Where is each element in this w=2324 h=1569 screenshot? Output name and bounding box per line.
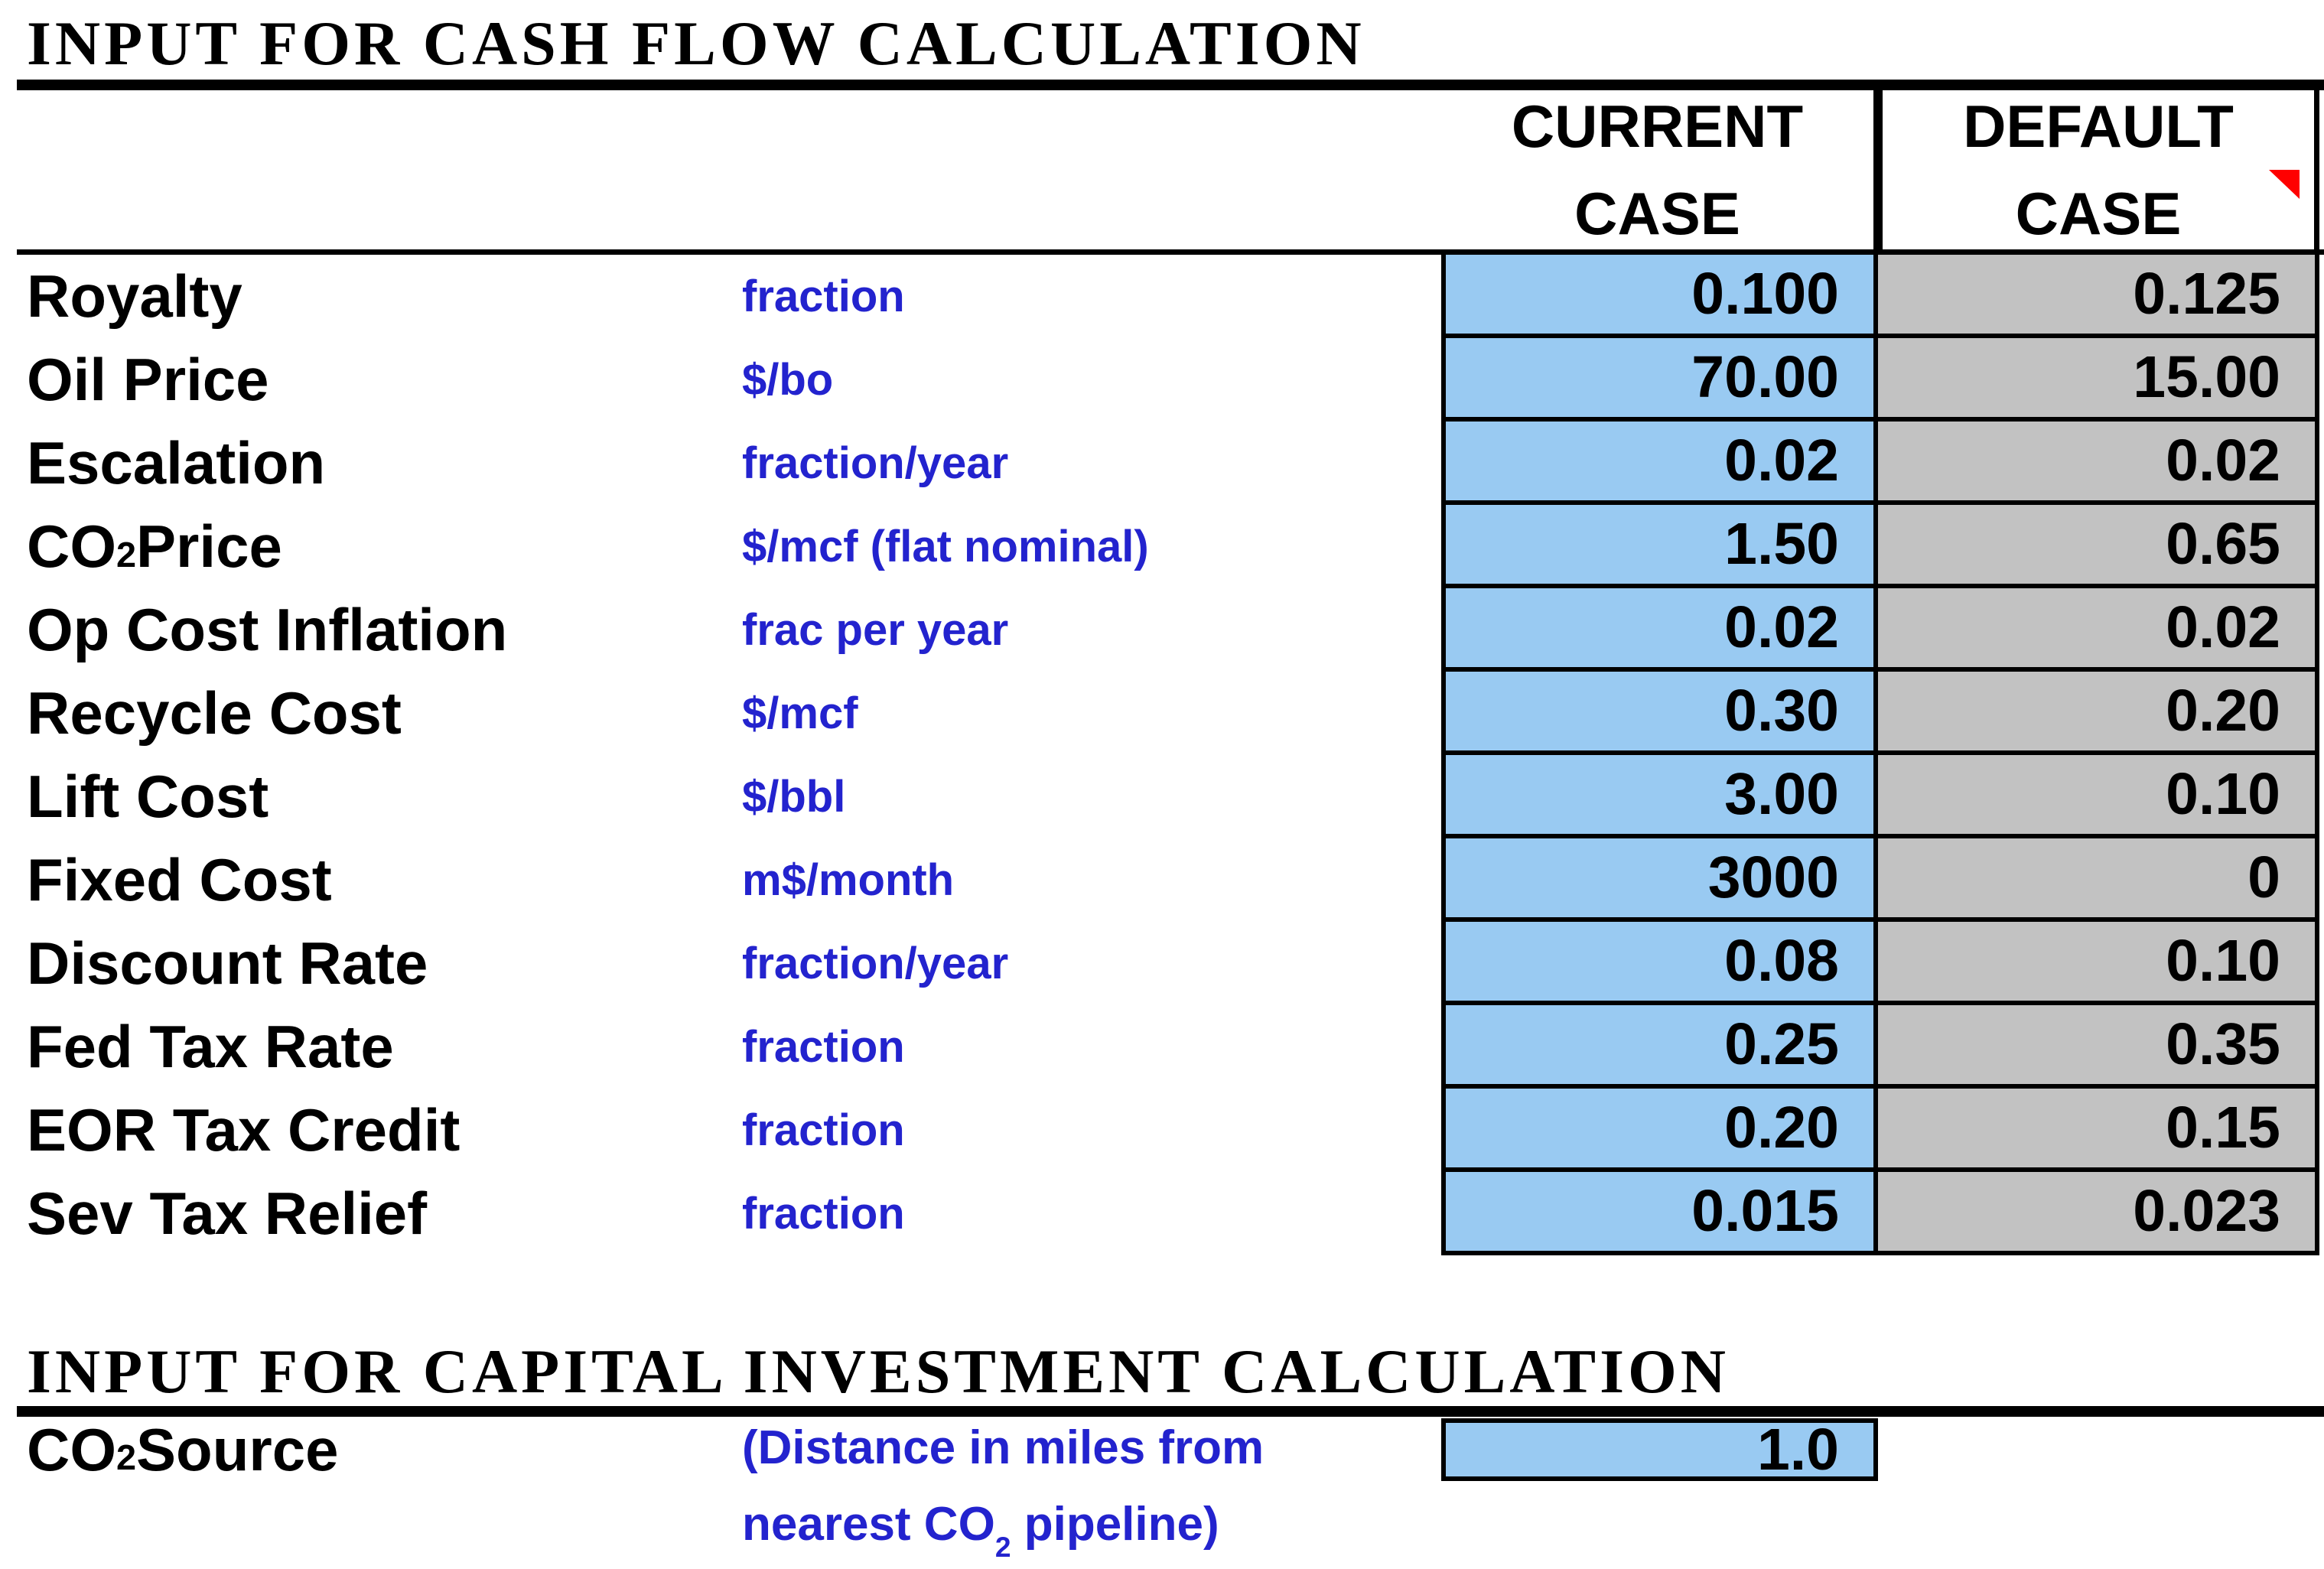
default-case-value-cell: 0.20 — [1873, 672, 2319, 755]
parameter-unit: m$/month — [742, 855, 955, 905]
current-case-input-cell[interactable]: 0.015 — [1441, 1172, 1878, 1255]
co2-source-current-value: 1.0 — [1756, 1416, 1839, 1483]
current-case-input-cell[interactable]: 0.02 — [1441, 588, 1878, 672]
parameter-label: Recycle Cost — [27, 679, 402, 747]
parameter-unit: $/mcf (flat nominal) — [742, 522, 1149, 571]
header-default-line1: DEFAULT — [1963, 93, 2234, 160]
co2-source-current-input-cell[interactable]: 1.0 — [1441, 1416, 1878, 1483]
parameter-unit: $/mcf — [742, 688, 858, 738]
header-current-line2: CASE — [1574, 180, 1740, 247]
parameter-label: Fixed Cost — [27, 846, 332, 913]
parameter-label: Op Cost Inflation — [27, 596, 508, 663]
table-row: Discount Rate fraction/year 0.08 0.10 — [0, 922, 2324, 1005]
parameter-label: EOR Tax Credit — [27, 1096, 461, 1164]
current-case-input-cell[interactable]: 0.08 — [1441, 922, 1878, 1005]
table-row: CO 2 Price $/mcf (flat nominal) 1.50 0.65 — [0, 505, 2324, 588]
table-row: Fed Tax Rate fraction 0.25 0.35 — [0, 1005, 2324, 1089]
co2-source-label: CO 2 Source — [27, 1415, 339, 1483]
default-case-value-cell: 0.35 — [1873, 1005, 2319, 1089]
current-case-input-cell[interactable]: 0.100 — [1441, 255, 1878, 338]
table-row: Escalation fraction/year 0.02 0.02 — [0, 422, 2324, 505]
section1-title-rule — [17, 80, 2324, 90]
parameter-label: Sev Tax Relief — [27, 1180, 428, 1247]
default-case-value-cell: 0.02 — [1873, 422, 2319, 505]
table-row: Recycle Cost $/mcf 0.30 0.20 — [0, 672, 2324, 755]
section2-title: INPUT FOR CAPITAL INVESTMENT CALCULATION — [27, 1336, 1730, 1406]
parameter-unit: frac per year — [742, 605, 1009, 655]
parameter-label: Escalation — [27, 429, 326, 496]
table-row: EOR Tax Credit fraction 0.20 0.15 — [0, 1089, 2324, 1172]
table-row: Lift Cost $/bbl 3.00 0.10 — [0, 755, 2324, 838]
header-current-line1: CURRENT — [1511, 93, 1804, 160]
section2-title-rule — [17, 1406, 2324, 1417]
current-case-input-cell[interactable]: 0.20 — [1441, 1089, 1878, 1172]
default-case-value-cell: 0 — [1873, 838, 2319, 922]
header-underline — [17, 249, 2324, 255]
parameter-label: Fed Tax Rate — [27, 1013, 394, 1080]
header-default-line2: CASE — [2015, 180, 2182, 247]
default-case-value-cell: 0.125 — [1873, 255, 2319, 338]
default-case-value-cell: 0.65 — [1873, 505, 2319, 588]
current-case-input-cell[interactable]: 3000 — [1441, 838, 1878, 922]
current-case-input-cell[interactable]: 70.00 — [1441, 338, 1878, 422]
table-row: Royalty fraction 0.100 0.125 — [0, 255, 2324, 338]
default-case-value-cell: 0.023 — [1873, 1172, 2319, 1255]
table-row: Fixed Cost m$/month 3000 0 — [0, 838, 2324, 922]
comment-indicator-icon — [2269, 170, 2300, 199]
parameter-unit: fraction — [742, 1022, 905, 1072]
header-default-case: DEFAULT CASE — [1873, 90, 2319, 249]
default-case-value-cell: 0.02 — [1873, 588, 2319, 672]
parameter-unit: $/bbl — [742, 772, 846, 822]
parameter-label: CO 2 Price — [27, 513, 282, 580]
parameter-unit: $/bo — [742, 355, 834, 405]
co2-source-note-line2: nearest CO2 pipeline) — [742, 1498, 1219, 1563]
current-case-input-cell[interactable]: 3.00 — [1441, 755, 1878, 838]
parameter-unit: fraction/year — [742, 939, 1009, 988]
current-case-input-cell[interactable]: 0.30 — [1441, 672, 1878, 755]
parameter-label: Lift Cost — [27, 763, 269, 830]
default-case-value-cell: 0.10 — [1873, 922, 2319, 1005]
parameter-unit: fraction/year — [742, 438, 1009, 488]
parameter-unit: fraction — [742, 1189, 905, 1239]
co2-source-note-line1: (Distance in miles from — [742, 1421, 1265, 1474]
default-case-value-cell: 0.15 — [1873, 1089, 2319, 1172]
parameter-label: Discount Rate — [27, 929, 428, 997]
current-case-input-cell[interactable]: 0.02 — [1441, 422, 1878, 505]
table-row: Op Cost Inflation frac per year 0.02 0.02 — [0, 588, 2324, 672]
parameter-unit: fraction — [742, 1105, 905, 1155]
header-current-case: CURRENT CASE — [1441, 90, 1873, 249]
current-case-input-cell[interactable]: 0.25 — [1441, 1005, 1878, 1089]
current-case-input-cell[interactable]: 1.50 — [1441, 505, 1878, 588]
table-row: Oil Price $/bo 70.00 15.00 — [0, 338, 2324, 422]
default-case-value-cell: 0.10 — [1873, 755, 2319, 838]
parameter-label: Oil Price — [27, 346, 269, 413]
input-table: Royalty fraction 0.100 0.125 Oil Price $/bo 70… — [0, 255, 2324, 1255]
section1-title: INPUT FOR CASH FLOW CALCULATION — [27, 8, 1365, 78]
table-row: Sev Tax Relief fraction 0.015 0.023 — [0, 1172, 2324, 1255]
parameter-label: Royalty — [27, 262, 242, 330]
default-case-value-cell: 15.00 — [1873, 338, 2319, 422]
parameter-unit: fraction — [742, 272, 905, 321]
